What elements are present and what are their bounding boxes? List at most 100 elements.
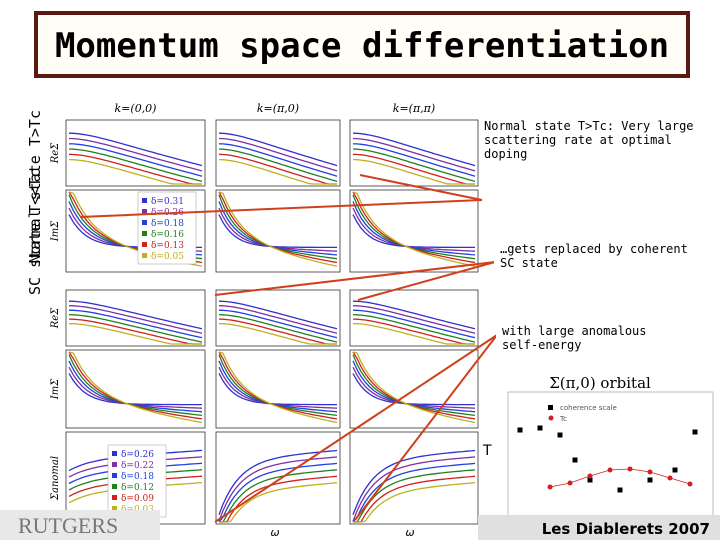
- logo-bar: [0, 510, 160, 540]
- legend-marker: [142, 198, 147, 203]
- inset-frame: [507, 391, 714, 518]
- curve: [218, 148, 338, 183]
- inset-title: Σ(π,0) orbital: [549, 374, 651, 392]
- curve: [352, 449, 476, 516]
- annotation-box: [494, 236, 714, 280]
- curve: [219, 482, 338, 523]
- curve: [218, 143, 338, 177]
- curve: [352, 309, 476, 339]
- legend-marker: [142, 253, 147, 258]
- legend-marker: [112, 473, 117, 478]
- curve: [68, 313, 203, 343]
- inset-plot: Σ(π,0) orbital T coherence scale Tc: [482, 374, 714, 518]
- arrow: [79, 199, 483, 218]
- curve: [219, 469, 338, 523]
- x-label: ω: [270, 526, 279, 539]
- legend-marker: [112, 484, 117, 489]
- curve: [352, 137, 476, 172]
- plot-grid: k=(0,0) k=(π,0) k=(π,π) ReΣ ImΣ ReΣ ImΣ Σanomal…: [50, 102, 479, 539]
- side-label: SC state T<<Tc: [26, 169, 44, 295]
- curve: [352, 153, 475, 185]
- curve: [68, 318, 202, 345]
- curve: [218, 449, 338, 516]
- inset-marker: [647, 477, 653, 483]
- legend-label: δ=0.16: [151, 230, 184, 240]
- legend-label: δ=0.18: [151, 219, 184, 229]
- curve: [352, 322, 475, 345]
- curve: [218, 456, 338, 522]
- arrows: [79, 174, 498, 523]
- curve: [353, 482, 476, 523]
- curve: [352, 351, 476, 424]
- curve: [68, 143, 203, 177]
- curve: [68, 305, 203, 334]
- curve: [352, 305, 476, 334]
- curve: [352, 456, 476, 522]
- title: Momentum space differentiation: [55, 26, 669, 66]
- inset-marker: [672, 467, 678, 473]
- legend-label: δ=0.12: [121, 483, 154, 493]
- curve: [68, 132, 203, 167]
- curve: [218, 313, 338, 343]
- arrow: [214, 261, 496, 296]
- legend-marker: [142, 231, 147, 236]
- logo: RUTGERS: [18, 513, 118, 538]
- legend-label: δ=0.31: [151, 197, 184, 207]
- curve: [68, 158, 202, 185]
- curve: [218, 132, 338, 167]
- curve: [352, 462, 476, 523]
- curve: [218, 153, 337, 185]
- inset-legend: coherence scale: [560, 404, 617, 412]
- x-label: ω: [405, 526, 414, 539]
- legend-marker: [112, 451, 117, 456]
- curve: [218, 305, 338, 334]
- annotation: …gets replaced by coherent SC state: [500, 242, 688, 270]
- legend-marker: [112, 462, 117, 467]
- y-label: Σanomal: [50, 456, 61, 501]
- legend-label: δ=0.22: [121, 461, 154, 471]
- inset-curve: [549, 468, 691, 488]
- curve: [68, 153, 202, 185]
- legend-marker: [142, 220, 147, 225]
- legend-marker: [142, 209, 147, 214]
- annotation-box: [480, 112, 715, 182]
- inset-marker: [537, 425, 543, 431]
- curve: [219, 475, 338, 523]
- curve: [218, 300, 338, 330]
- arrow: [354, 334, 498, 521]
- curve: [68, 300, 203, 330]
- legend-marker: [112, 495, 117, 500]
- title-box: [34, 11, 690, 78]
- curve: [218, 318, 337, 345]
- curve: [218, 309, 338, 339]
- y-label: ImΣ: [50, 378, 61, 400]
- curve: [352, 318, 475, 345]
- arrow: [357, 261, 496, 301]
- legend-label: δ=0.09: [121, 494, 154, 504]
- inset-marker: [692, 429, 698, 435]
- curve: [218, 137, 338, 172]
- curve: [68, 351, 203, 424]
- curve: [352, 148, 476, 183]
- footer-bar: [478, 515, 720, 540]
- legend-label: δ=0.18: [121, 472, 154, 482]
- inset-y-label: T: [482, 443, 492, 459]
- inset-marker: [517, 427, 523, 433]
- legend-marker: [548, 415, 554, 421]
- y-label: ImΣ: [50, 220, 61, 242]
- y-label: ReΣ: [50, 142, 61, 164]
- curve: [68, 309, 203, 339]
- arrow: [359, 174, 483, 201]
- side-label: Normal state T>Tc: [26, 110, 44, 264]
- curve: [218, 462, 338, 523]
- curve: [352, 158, 475, 185]
- curve: [218, 191, 338, 267]
- legend-marker: [142, 242, 147, 247]
- annotation: with large anomalous self-energy: [502, 324, 647, 352]
- curve: [68, 148, 203, 183]
- curve: [68, 322, 202, 345]
- curve: [218, 351, 338, 424]
- y-label: ReΣ: [50, 307, 61, 329]
- curve: [352, 300, 476, 330]
- legend-marker: [112, 506, 117, 511]
